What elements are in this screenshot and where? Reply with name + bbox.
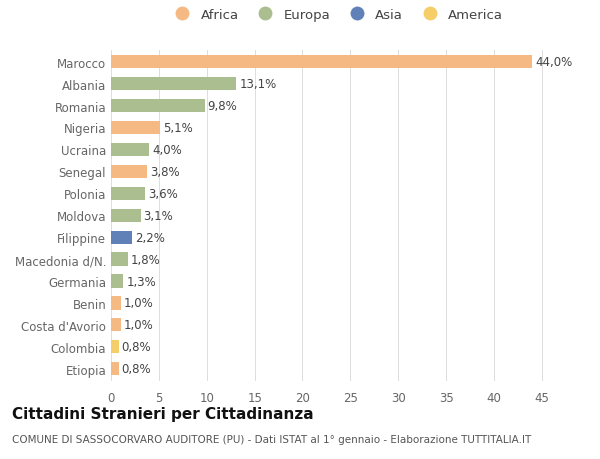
Text: 9,8%: 9,8% [208,100,238,113]
Bar [111,341,119,353]
Text: Cittadini Stranieri per Cittadinanza: Cittadini Stranieri per Cittadinanza [12,406,314,421]
Text: 4,0%: 4,0% [152,144,182,157]
Text: 1,0%: 1,0% [124,319,153,332]
Text: 3,6%: 3,6% [148,187,178,200]
Text: 3,1%: 3,1% [143,209,173,222]
Text: 5,1%: 5,1% [163,122,193,134]
Text: 3,8%: 3,8% [150,166,180,179]
Text: 1,0%: 1,0% [124,297,153,310]
Text: 0,8%: 0,8% [122,341,151,353]
Text: 13,1%: 13,1% [239,78,277,91]
Bar [111,122,160,135]
Text: 1,3%: 1,3% [127,275,156,288]
Bar [111,187,145,201]
Text: 0,8%: 0,8% [122,363,151,375]
Bar [111,297,121,310]
Bar [111,362,119,375]
Bar [111,253,128,266]
Bar [111,100,205,113]
Text: 1,8%: 1,8% [131,253,161,266]
Bar [111,319,121,332]
Text: 2,2%: 2,2% [135,231,165,244]
Legend: Africa, Europa, Asia, America: Africa, Europa, Asia, America [166,6,506,24]
Bar [111,78,236,91]
Text: 44,0%: 44,0% [535,56,572,69]
Bar [111,231,132,244]
Text: COMUNE DI SASSOCORVARO AUDITORE (PU) - Dati ISTAT al 1° gennaio - Elaborazione T: COMUNE DI SASSOCORVARO AUDITORE (PU) - D… [12,434,531,444]
Bar [111,144,149,157]
Bar [111,209,140,222]
Bar [111,165,148,179]
Bar [111,56,532,69]
Bar [111,275,124,288]
